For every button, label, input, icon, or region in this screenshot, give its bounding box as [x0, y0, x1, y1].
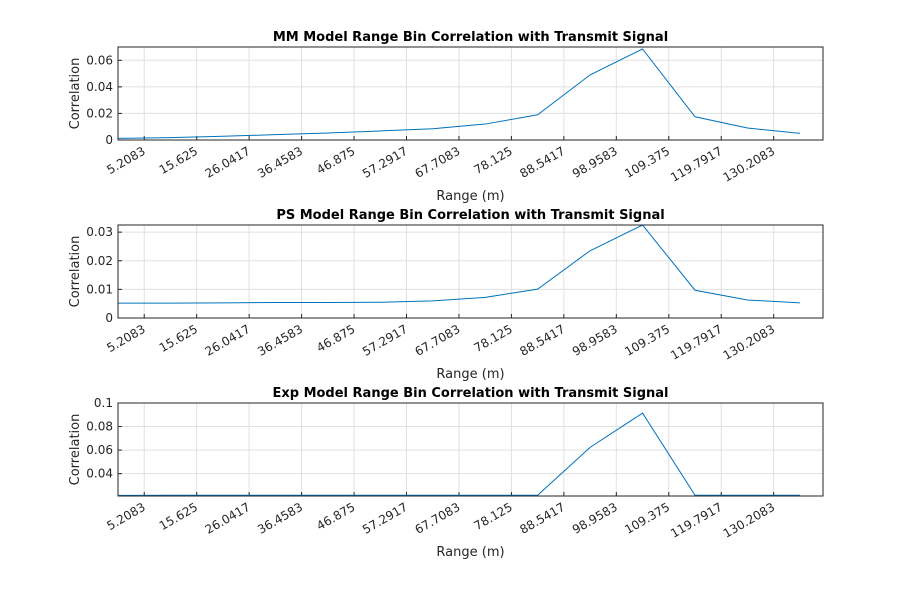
- y-tick-label: 0.04: [86, 80, 113, 94]
- x-tick-label: 130.2083: [721, 144, 778, 185]
- x-tick-label: 98.9583: [570, 144, 620, 181]
- x-tick-label: 36.4583: [255, 500, 305, 537]
- x-tick-label: 46.875: [314, 144, 357, 177]
- x-tick-label: 67.7083: [412, 144, 462, 181]
- x-tick-label: 15.625: [157, 322, 200, 355]
- x-tick-label: 130.2083: [721, 500, 778, 541]
- y-tick-label: 0.03: [86, 225, 113, 239]
- y-tick-label: 0.02: [86, 254, 113, 268]
- x-tick-label: 78.125: [472, 144, 515, 177]
- x-tick-label: 119.7917: [668, 144, 725, 185]
- y-tick-label: 0.02: [86, 106, 113, 120]
- x-tick-label: 67.7083: [412, 500, 462, 537]
- x-tick-label: 46.875: [314, 500, 357, 533]
- axes-box: [117, 402, 824, 497]
- x-tick-label: 5.2083: [104, 500, 147, 533]
- x-tick-label: 26.0417: [203, 500, 253, 537]
- y-axis-label: Correlation: [68, 58, 83, 130]
- data-line: [118, 224, 800, 304]
- x-tick-label: 5.2083: [104, 322, 147, 355]
- plot-area: [118, 403, 823, 496]
- x-tick-label: 15.625: [157, 500, 200, 533]
- x-tick-label: 98.9583: [570, 500, 620, 537]
- y-tick-label: 0.06: [86, 53, 113, 67]
- y-axis-label: Correlation: [68, 236, 83, 308]
- y-tick-label: 0.04: [86, 467, 113, 481]
- x-tick-label: 36.4583: [255, 144, 305, 181]
- x-axis-label: Range (m): [436, 545, 504, 560]
- x-tick-label: 26.0417: [203, 322, 253, 359]
- x-tick-label: 5.2083: [104, 144, 147, 177]
- data-line: [117, 48, 800, 139]
- x-tick-label: 78.125: [472, 322, 515, 355]
- x-tick-label: 88.5417: [517, 144, 567, 181]
- x-tick-label: 67.7083: [412, 322, 462, 359]
- chart-title: PS Model Range Bin Correlation with Tran…: [276, 208, 664, 223]
- y-axis-label: Correlation: [68, 414, 83, 486]
- x-tick-label: 98.9583: [570, 322, 620, 359]
- plot-area: [118, 225, 823, 318]
- x-tick-label: 46.875: [314, 322, 357, 355]
- x-tick-label: 119.7917: [668, 322, 725, 363]
- x-tick-label: 78.125: [472, 500, 515, 533]
- axes-box: [117, 224, 824, 319]
- x-axis-label: Range (m): [436, 367, 504, 382]
- x-tick-label: 109.375: [622, 144, 672, 181]
- data-line: [117, 412, 800, 496]
- x-tick-label: 88.5417: [517, 500, 567, 537]
- y-tick-label: 0.1: [94, 396, 113, 410]
- x-tick-label: 109.375: [622, 500, 672, 537]
- y-tick-label: 0.06: [86, 443, 113, 457]
- x-tick-label: 36.4583: [255, 322, 305, 359]
- x-tick-label: 57.2917: [360, 500, 410, 537]
- plot-area: [118, 47, 823, 140]
- y-tick-label: 0: [105, 311, 113, 325]
- x-axis-label: Range (m): [436, 189, 504, 204]
- x-tick-label: 88.5417: [517, 322, 567, 359]
- x-tick-label: 109.375: [622, 322, 672, 359]
- x-tick-label: 15.625: [157, 144, 200, 177]
- chart-title: MM Model Range Bin Correlation with Tran…: [273, 30, 668, 45]
- y-tick-label: 0.08: [86, 420, 113, 434]
- x-tick-label: 130.2083: [721, 322, 778, 363]
- chart-title: Exp Model Range Bin Correlation with Tra…: [272, 386, 668, 401]
- x-tick-label: 26.0417: [203, 144, 253, 181]
- x-tick-label: 57.2917: [360, 322, 410, 359]
- axes-box: [117, 46, 824, 141]
- x-tick-label: 119.7917: [668, 500, 725, 541]
- x-tick-label: 57.2917: [360, 144, 410, 181]
- y-tick-label: 0: [105, 133, 113, 147]
- y-tick-label: 0.01: [86, 282, 113, 296]
